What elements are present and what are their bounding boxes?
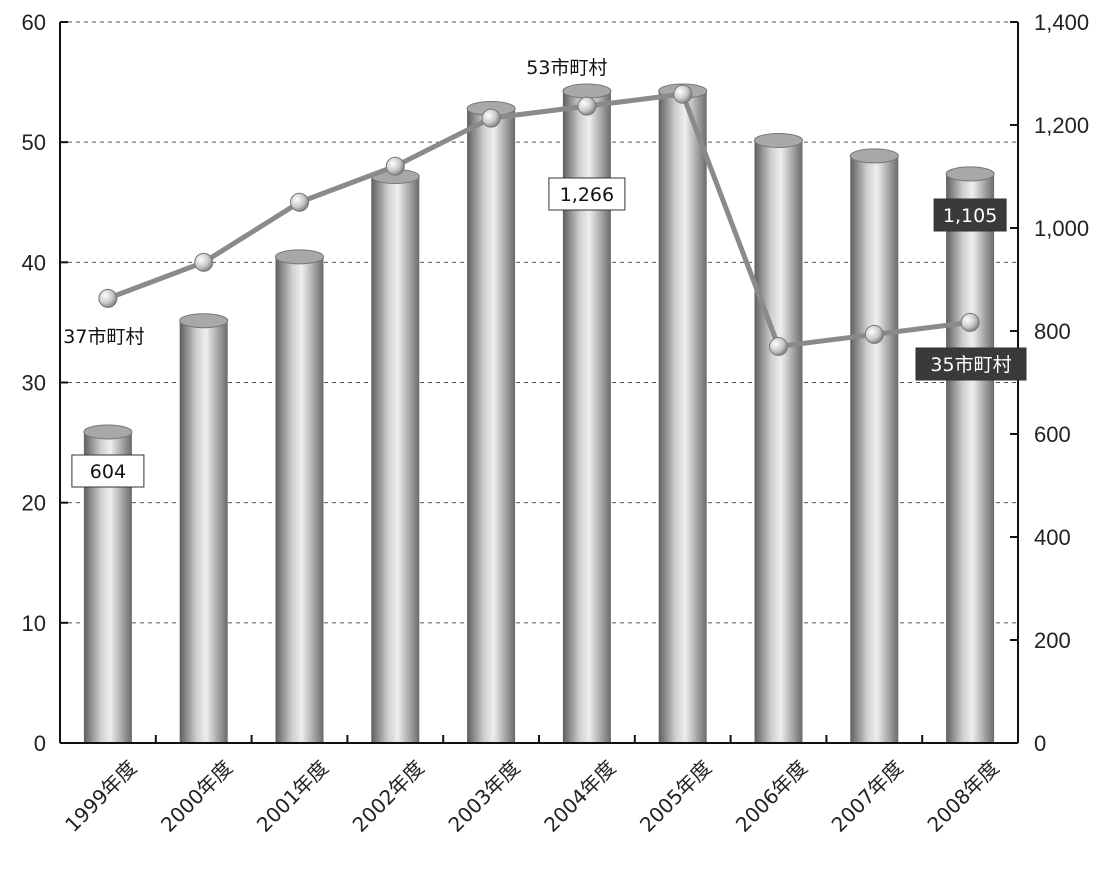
bar-peak-label-box <box>548 177 626 211</box>
left-tick-label: 60 <box>22 10 46 35</box>
category-label: 2001年度 <box>252 756 333 837</box>
category-label: 2005年度 <box>635 756 716 837</box>
bar-cap <box>562 83 612 99</box>
category-label: 2004年度 <box>539 756 620 837</box>
bar-last-label: 1,105 <box>933 198 1007 232</box>
right-tick-label: 1,200 <box>1034 113 1089 138</box>
right-tick-label: 800 <box>1034 319 1071 344</box>
bar-cap <box>754 132 803 148</box>
line-series <box>98 84 980 356</box>
line-first-label: 37市町村 <box>63 326 144 348</box>
bar-body <box>275 256 324 743</box>
bar <box>849 148 899 743</box>
bar-body <box>754 140 803 743</box>
right-tick-label: 0 <box>1034 731 1046 756</box>
labels: 604 1,266 1,105 37市町村 53市町村 35市町村 <box>63 57 1027 488</box>
bar-peak-label: 1,266 <box>548 177 626 211</box>
line-point <box>864 324 884 344</box>
bar-last-label-text: 1,105 <box>943 205 997 227</box>
bar <box>658 83 708 743</box>
bar-cap <box>945 166 995 182</box>
bar-body <box>946 173 995 744</box>
bar-cap <box>275 249 324 265</box>
right-tick-label: 200 <box>1034 628 1071 653</box>
bar <box>179 313 229 743</box>
left-tick-label: 40 <box>22 250 46 275</box>
line-path <box>107 91 971 349</box>
line-last-label-text: 35市町村 <box>930 354 1011 376</box>
bar-cap <box>849 148 899 164</box>
line-point <box>769 336 788 356</box>
bar <box>754 132 803 743</box>
line-peak-label: 53市町村 <box>526 57 607 79</box>
right-tick-label: 1,000 <box>1034 216 1089 241</box>
bar-body <box>467 108 516 743</box>
bar-first-label: 604 <box>71 454 145 488</box>
line-point <box>194 252 214 272</box>
bar-body <box>850 155 899 743</box>
bar <box>370 169 420 743</box>
line-last-label: 35市町村 <box>915 347 1027 381</box>
category-label: 2000年度 <box>156 756 237 837</box>
bar-cap <box>83 424 133 440</box>
bar-peak-label-text: 1,266 <box>560 184 614 206</box>
bar-first-label-text: 604 <box>90 461 126 483</box>
left-tick-label: 50 <box>22 130 46 155</box>
bar <box>945 166 995 744</box>
left-tick-label: 0 <box>34 731 46 756</box>
right-tick-label: 600 <box>1034 422 1071 447</box>
line-point <box>577 96 597 116</box>
bar-body <box>658 91 707 743</box>
category-label: 2003年度 <box>443 756 524 837</box>
bar <box>275 249 324 743</box>
line-point <box>290 192 309 212</box>
category-label: 2002年度 <box>348 756 429 837</box>
line-last-label-box <box>915 347 1027 381</box>
bar <box>466 101 516 743</box>
bars <box>83 83 995 744</box>
right-tick-label: 1,400 <box>1034 10 1089 35</box>
bar-first-label-box <box>71 454 145 488</box>
category-label: 2006年度 <box>731 756 812 837</box>
bar-cap <box>179 313 229 329</box>
bar-body <box>179 320 228 743</box>
line-point <box>385 156 405 176</box>
line-point <box>673 84 693 104</box>
left-tick-label: 30 <box>22 371 46 396</box>
line-point <box>98 288 118 308</box>
bar-last-label-box <box>933 198 1007 232</box>
left-tick-label: 10 <box>22 611 46 636</box>
right-tick-label: 400 <box>1034 525 1071 550</box>
line-point <box>481 108 501 128</box>
category-label: 1999年度 <box>60 756 141 837</box>
line-point <box>960 312 980 332</box>
category-label: 2008年度 <box>922 756 1003 837</box>
bar-body <box>371 176 420 743</box>
left-tick-label: 20 <box>22 491 46 516</box>
category-label: 2007年度 <box>827 756 908 837</box>
